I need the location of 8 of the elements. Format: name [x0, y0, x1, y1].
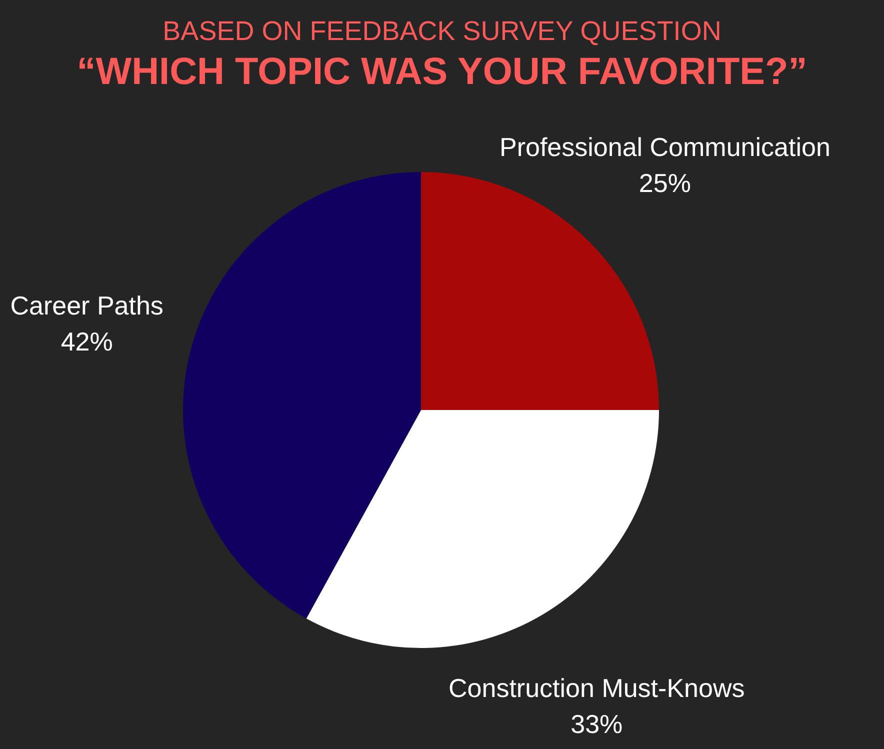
data-label: 25%	[638, 168, 691, 198]
slice-label: Career Paths	[10, 290, 164, 320]
chart-title: “WHICH TOPIC WAS YOUR FAVORITE?”	[76, 50, 808, 94]
data-label: 33%	[570, 709, 623, 740]
chart-subtitle: BASED ON FEEDBACK SURVEY QUESTION	[162, 15, 722, 48]
data-label: 42%	[60, 326, 113, 356]
slice-label: Professional Communication	[499, 132, 830, 162]
slice-label: Construction Must-Knows	[448, 673, 745, 704]
